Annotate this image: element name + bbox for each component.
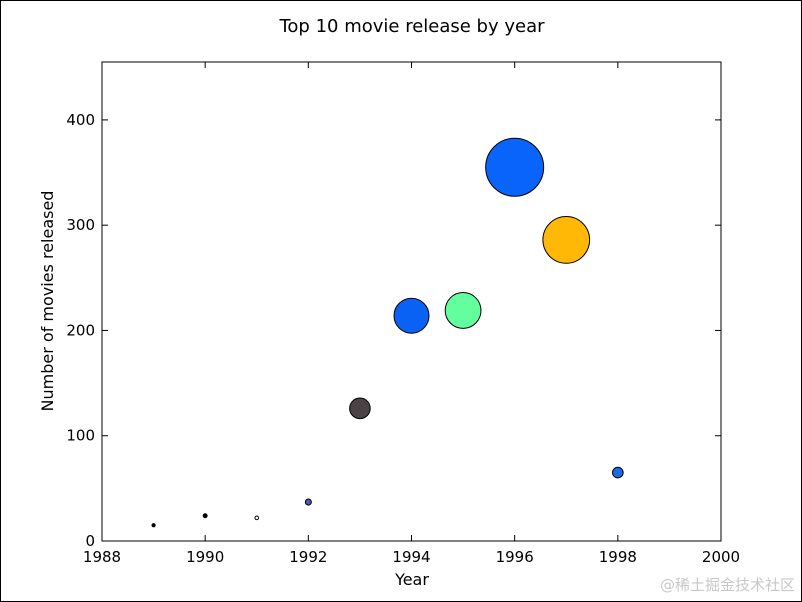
data-point-1994 [393,297,430,334]
data-point-1991 [254,515,260,521]
y-tick-label: 200 [66,321,95,339]
data-point-1990 [202,513,208,519]
x-tick-label: 1988 [83,548,121,566]
y-axis-ticks: 0 100 200 300 400 [66,111,721,550]
x-tick-label: 1994 [392,548,430,566]
x-tick-label: 1992 [289,548,327,566]
y-axis-label: Number of movies released [38,191,57,412]
data-point-1998 [612,466,624,479]
x-axis-label: Year [394,570,429,589]
watermark: @稀土掘金技术社区 [659,576,795,594]
chart-title: Top 10 movie release by year [278,16,545,37]
data-point-1997 [542,216,591,264]
data-point-1989 [151,523,156,528]
data-point-1992 [304,498,312,506]
y-tick-label: 300 [66,216,95,234]
x-tick-label: 2000 [702,548,740,566]
x-tick-label: 1990 [186,548,224,566]
x-tick-label: 1996 [496,548,534,566]
data-point-1993 [349,397,371,420]
data-point-1996 [485,137,545,197]
y-tick-label: 400 [66,111,95,129]
y-tick-label: 100 [66,427,95,445]
x-tick-label: 1998 [599,548,637,566]
data-points [151,137,624,528]
y-tick-label: 0 [85,532,95,550]
data-point-1995 [444,292,482,329]
x-axis-ticks: 1988 1990 1992 1994 1996 1998 2000 [83,62,740,566]
